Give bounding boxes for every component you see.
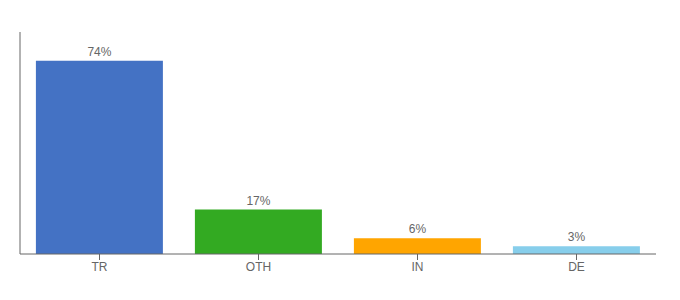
svg-text:OTH: OTH [246,260,271,274]
svg-text:74%: 74% [87,45,111,59]
svg-text:DE: DE [568,260,585,274]
svg-text:TR: TR [92,260,108,274]
svg-text:3%: 3% [568,230,586,244]
svg-text:6%: 6% [409,222,427,236]
svg-text:17%: 17% [246,194,270,208]
svg-text:IN: IN [412,260,424,274]
